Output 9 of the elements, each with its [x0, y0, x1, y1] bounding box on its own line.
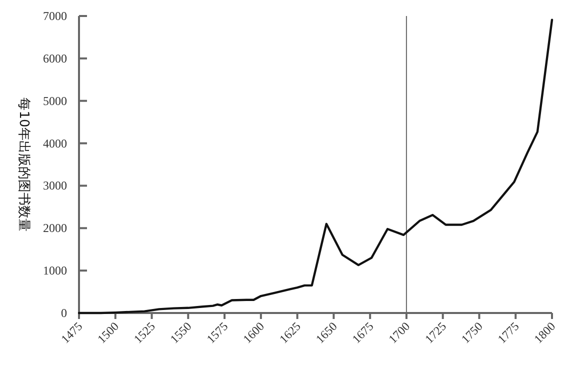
y-tick-label: 4000 — [43, 136, 67, 150]
y-axis-title: 每10年出版的图书数量 — [16, 98, 31, 232]
y-tick-label: 1000 — [43, 264, 67, 278]
y-tick-label: 2000 — [43, 221, 67, 236]
y-tick-label: 5000 — [43, 94, 67, 108]
y-tick-label: 3000 — [43, 178, 67, 193]
y-tick-label: 7000 — [43, 9, 67, 23]
y-tick-label: 6000 — [43, 51, 67, 66]
y-tick-label: 0 — [61, 306, 67, 320]
